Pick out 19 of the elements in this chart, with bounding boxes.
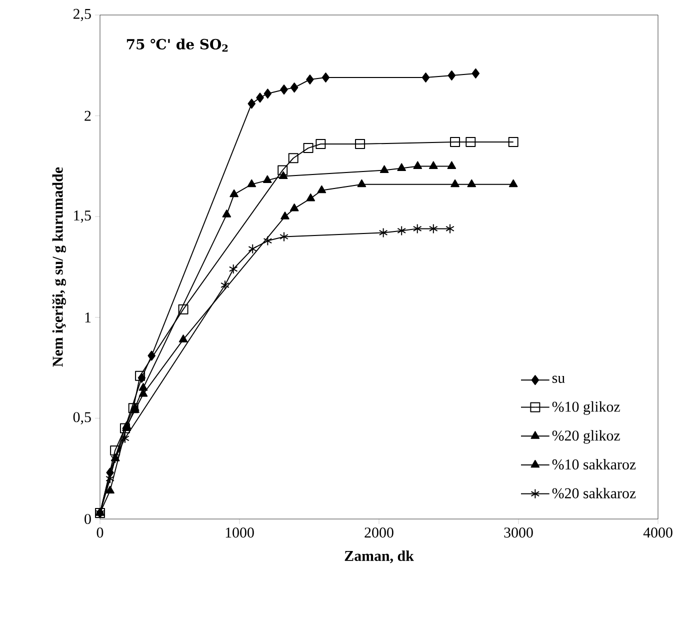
text: 75 ℃' de SO$_{2}$ [126,38,228,52]
y-tick-label: 0,5 [73,412,91,424]
legend-label: %10 glikoz [552,401,620,415]
legend-label: su [552,376,565,383]
x-tick-label: 1000 [226,528,254,538]
y-axis-title: Nem içeriği, g su/ g kurumadde [52,167,66,367]
y-tick-label: 2 [84,110,91,121]
legend-label: %10 sakkaroz [552,458,636,470]
y-tick-label: 1,5 [74,210,91,223]
y-tick-label: 2,5 [73,8,91,22]
x-axis-title: Zaman, dk [344,550,414,564]
y-tick-label: 0 [84,514,91,524]
x-tick-label: 3000 [504,528,533,538]
y-tick-label: 1 [85,312,91,322]
x-tick-label: 4000 [643,528,672,538]
x-tick-label: 2000 [364,528,394,538]
legend-label: %20 glikoz [552,430,620,444]
x-tick-label: 0 [96,528,104,538]
legend-label: %20 sakkaroz [552,488,636,498]
